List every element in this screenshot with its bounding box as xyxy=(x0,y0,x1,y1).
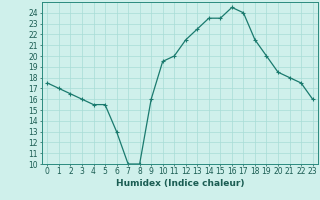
X-axis label: Humidex (Indice chaleur): Humidex (Indice chaleur) xyxy=(116,179,244,188)
